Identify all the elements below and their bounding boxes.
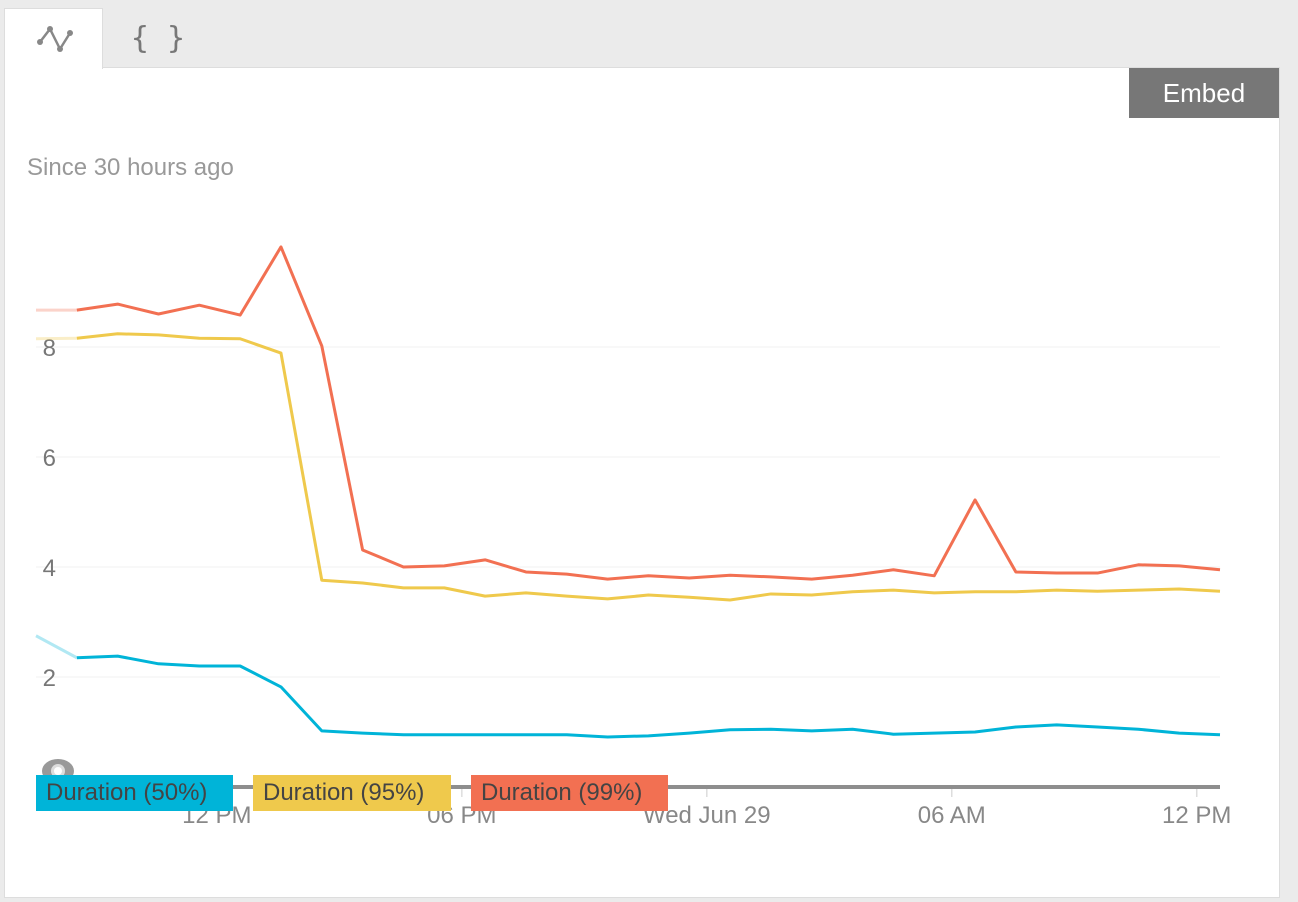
series-line-p50 <box>76 654 1221 739</box>
tab-chart[interactable] <box>4 8 103 69</box>
y-tick-label: 4 <box>43 555 56 582</box>
tab-json[interactable]: { } <box>108 8 208 68</box>
json-braces-icon: { } <box>130 20 186 56</box>
series-line-partial-p95 <box>35 336 77 341</box>
series-line-partial-p50 <box>35 634 78 660</box>
embed-button[interactable]: Embed <box>1129 68 1279 118</box>
time-range-label: Since 30 hours ago <box>27 154 234 181</box>
series-line-p99 <box>76 245 1221 581</box>
eye-icon-pupil <box>54 767 62 775</box>
y-tick-label: 8 <box>43 335 56 362</box>
x-tick-label: 12 PM <box>1162 802 1231 829</box>
x-tick-label: 06 AM <box>918 802 986 829</box>
chart-panel: Embed Since 30 hours ago <box>4 67 1280 898</box>
y-tick-label: 6 <box>43 445 56 472</box>
y-tick-label: 2 <box>43 665 56 692</box>
series-line-p95 <box>76 332 1221 602</box>
legend-item-p50[interactable]: Duration (50%) <box>36 775 233 811</box>
legend-item-p95[interactable]: Duration (95%) <box>253 775 451 811</box>
legend-item-p99[interactable]: Duration (99%) <box>471 775 668 811</box>
line-chart-icon <box>36 26 73 52</box>
